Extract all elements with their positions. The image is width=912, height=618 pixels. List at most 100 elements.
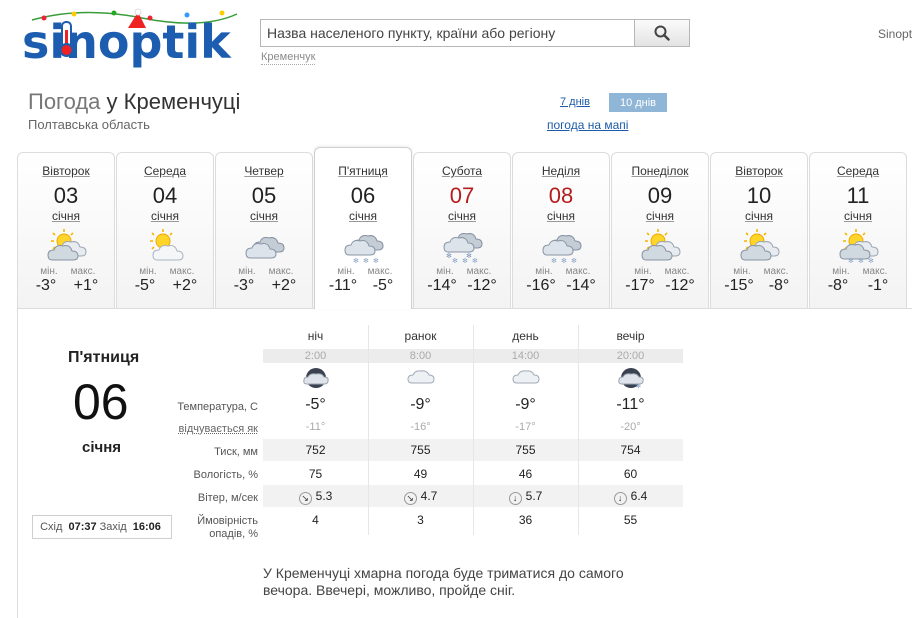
day-tab-10[interactable]: Вівторок 10 січня мін. макс. -15° -8° <box>710 152 808 308</box>
period-time: 14:00 <box>511 350 540 362</box>
max-temp: -1° <box>867 277 889 294</box>
max-label: макс. <box>70 266 96 277</box>
day-tab-09[interactable]: Понеділок 09 січня мін. макс. -17° -12° <box>611 152 709 308</box>
day-tab-temps: -15° -8° <box>711 277 807 295</box>
day-tab-name: Четвер <box>244 164 284 178</box>
heavy-snow-icon: ✻ ✻ ✻ ✻ ✻ <box>440 228 486 265</box>
day-tab-temps: -3° +1° <box>18 277 114 295</box>
period-wind: ↘ 4.7 <box>368 489 473 505</box>
day-tab-05[interactable]: Четвер 05 січня мін. макс. -3° +2° <box>215 152 313 308</box>
svg-text:✻: ✻ <box>452 257 458 264</box>
sunrise-time: 07:37 <box>68 521 97 533</box>
period-precipitation: 55 <box>623 513 638 527</box>
day-tab-name: Середа <box>836 164 880 178</box>
label-temperature: Температура, С <box>177 401 258 413</box>
day-tab-minmax-labels: мін. макс. <box>513 266 609 277</box>
day-tab-date: 05 <box>251 183 277 208</box>
search-icon <box>654 25 670 41</box>
detail-month: січня <box>82 439 122 456</box>
page-title: Погода у Кременчуці <box>28 89 240 115</box>
day-tab-04[interactable]: Середа 04 січня мін. макс. -5° +2° <box>116 152 214 308</box>
partly-cloudy-sun-icon <box>44 228 90 264</box>
title-city: у Кременчуці <box>106 89 241 114</box>
sunset-label: Захід <box>99 521 127 533</box>
max-label: макс. <box>268 266 294 277</box>
day-tab-temps: -17° -12° <box>612 277 708 295</box>
wind-speed: 5.7 <box>525 489 543 503</box>
svg-text:✻: ✻ <box>472 257 478 264</box>
period-temperature: -9° <box>515 396 536 413</box>
svg-text:✻: ✻ <box>466 252 472 260</box>
min-temp: -14° <box>427 277 457 294</box>
cloud-icon <box>473 365 578 391</box>
wind-direction-icon: ↘ <box>403 492 417 505</box>
cloud-snow-icon: ✻ ✻ ✻ <box>341 228 387 265</box>
day-tab-minmax-labels: мін. макс. <box>612 266 708 277</box>
partly-cloudy-sun-icon <box>737 228 783 264</box>
link-7-days[interactable]: 7 днів <box>560 96 590 108</box>
day-tab-06[interactable]: П'ятниця 06 січня ✻ ✻ ✻ мін. макс. -11° -5° <box>314 147 412 309</box>
day-detail-panel: П'ятниця 06 січня Схід 07:37 Захід 16:06… <box>17 308 912 618</box>
svg-text:✻: ✻ <box>363 257 369 264</box>
partly-cloudy-sun-icon <box>638 228 684 264</box>
label-feels-like[interactable]: відчувається як <box>178 423 258 435</box>
period-humidity: 49 <box>413 467 428 481</box>
max-temp: -12° <box>665 277 695 294</box>
forecast-description: У Кременчуці хмарна погода буде триматис… <box>263 565 624 598</box>
label-precip: Ймовірність опадів, % <box>197 515 258 541</box>
day-tab-name: Вівторок <box>735 164 783 178</box>
sunrise-label: Схід <box>40 521 63 533</box>
day-tab-month: січня <box>744 209 774 223</box>
min-label: мін. <box>139 266 157 277</box>
label-wind: Вітер, м/сек <box>197 492 258 504</box>
day-tab-temps: -16° -14° <box>513 277 609 295</box>
search-bar <box>260 19 690 47</box>
day-tab-minmax-labels: мін. макс. <box>414 266 510 277</box>
region-label: Полтавська область <box>28 117 150 132</box>
period-time: 20:00 <box>616 350 645 362</box>
max-temp: -12° <box>467 277 497 294</box>
day-tab-minmax-labels: мін. макс. <box>216 266 312 277</box>
day-tabs: Вівторок 03 січня мін. макс. -3° +1° Серед… <box>17 147 912 310</box>
max-label: макс. <box>664 266 690 277</box>
day-tab-month: січня <box>150 209 180 223</box>
day-tab-date: 11 <box>846 183 870 208</box>
min-temp: -8° <box>827 277 849 294</box>
title-prefix: Погода <box>28 89 101 114</box>
top-right-link[interactable]: Sinopt <box>878 27 912 41</box>
min-temp: -5° <box>134 277 156 294</box>
period-pressure: 755 <box>410 443 431 457</box>
tab-10-days[interactable]: 10 днів <box>609 93 667 112</box>
period-name: вечір <box>616 329 645 343</box>
wind-speed: 5.3 <box>315 489 333 503</box>
search-button[interactable] <box>634 19 690 47</box>
sunset-time: 16:06 <box>132 521 161 533</box>
min-label: мін. <box>733 266 751 277</box>
label-pressure: Тиск, мм <box>214 446 258 458</box>
label-humidity: Вологість, % <box>193 469 259 481</box>
period-wind: ↘ 5.3 <box>263 489 368 505</box>
svg-text:✻: ✻ <box>462 257 468 264</box>
period-humidity: 46 <box>518 467 533 481</box>
day-tab-temps: -14° -12° <box>414 277 510 295</box>
label-precip-line1: Ймовірність <box>197 515 258 527</box>
min-temp: -17° <box>625 277 655 294</box>
search-input[interactable] <box>260 19 635 47</box>
period-name: день <box>512 329 539 343</box>
search-hint-link[interactable]: Кременчук <box>261 51 316 65</box>
min-temp: -3° <box>35 277 57 294</box>
day-tab-11[interactable]: Середа 11 січня ✻ ✻ ✻ мін. макс. -8° -1° <box>809 152 907 308</box>
period-pressure: 755 <box>515 443 536 457</box>
day-tab-03[interactable]: Вівторок 03 січня мін. макс. -3° +1° <box>17 152 115 308</box>
day-tab-07[interactable]: Субота 07 січня ✻ ✻ ✻ ✻ ✻ мін. макс. -14° -12° <box>413 152 511 308</box>
period-feels-like: -20° <box>620 421 641 433</box>
sinoptik-logo[interactable]: sinoptik <box>22 6 244 69</box>
night-cloud-icon <box>263 365 368 391</box>
day-tab-temps: -5° +2° <box>117 277 213 295</box>
period-time: 2:00 <box>304 350 327 362</box>
period-pressure: 752 <box>305 443 326 457</box>
day-tab-08[interactable]: Неділя 08 січня ✻ ✻ ✻ мін. макс. -16° -14° <box>512 152 610 308</box>
day-tab-name: Субота <box>441 164 483 178</box>
wind-speed: 4.7 <box>420 489 438 503</box>
link-weather-map[interactable]: погода на мапі <box>547 118 629 132</box>
